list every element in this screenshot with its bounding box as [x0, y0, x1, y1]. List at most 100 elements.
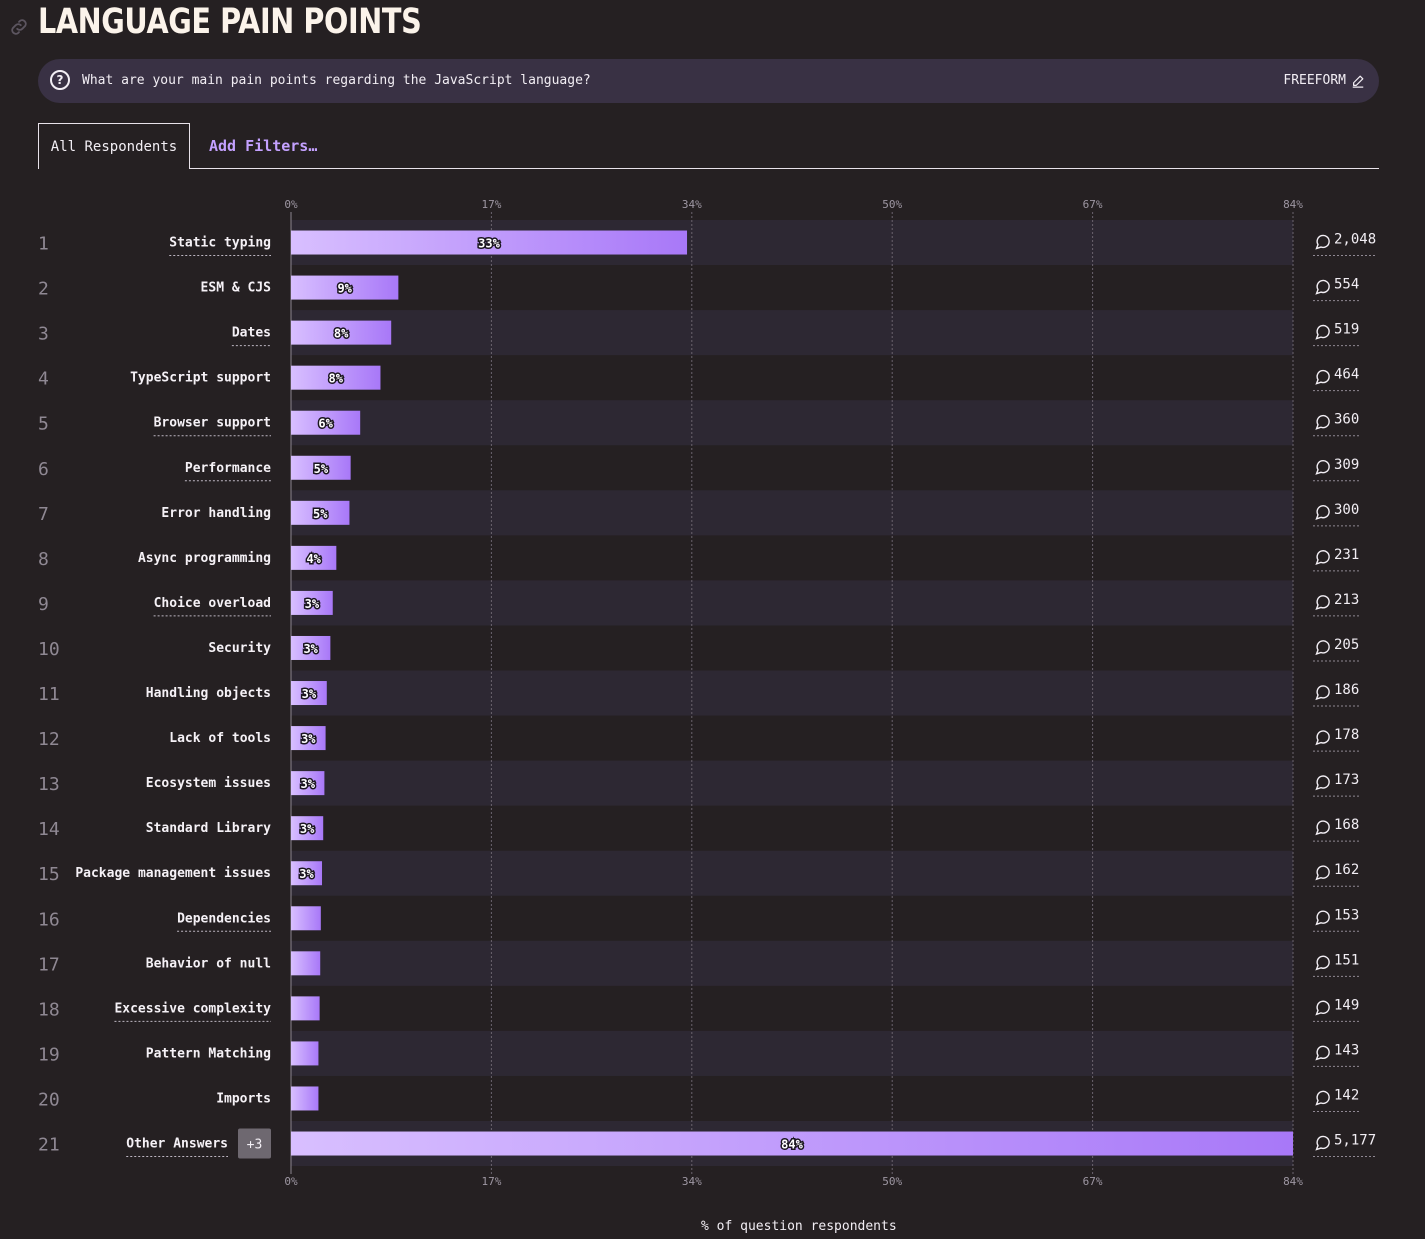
tab-all-respondents[interactable]: All Respondents: [38, 123, 190, 169]
comment-icon[interactable]: [1315, 550, 1330, 566]
response-count[interactable]: 519: [1334, 322, 1359, 338]
row-stripe: [291, 940, 1293, 986]
row-rank: 1: [38, 234, 49, 255]
comment-icon[interactable]: [1315, 414, 1330, 430]
comment-icon[interactable]: [1315, 640, 1330, 656]
row-stripe: [291, 760, 1293, 806]
bar[interactable]: [291, 455, 351, 480]
bar[interactable]: [291, 771, 325, 796]
response-count[interactable]: 153: [1334, 907, 1359, 923]
comment-icon[interactable]: [1315, 955, 1330, 971]
freeform-badge[interactable]: FREEFORM: [1283, 73, 1365, 88]
row-label[interactable]: Browser support: [154, 416, 271, 431]
more-answers-badge[interactable]: [238, 1128, 271, 1159]
row-label[interactable]: Dependencies: [177, 911, 271, 926]
comment-icon[interactable]: [1315, 775, 1330, 791]
response-count[interactable]: 186: [1334, 682, 1359, 698]
bar[interactable]: [291, 1086, 319, 1111]
comment-icon[interactable]: [1315, 685, 1330, 701]
row-label: Package management issues: [75, 866, 271, 881]
response-count[interactable]: 554: [1334, 277, 1359, 293]
bar-value-label: 3%: [299, 867, 314, 881]
response-count[interactable]: 168: [1334, 817, 1359, 833]
row-rank: 18: [38, 999, 60, 1020]
response-count[interactable]: 213: [1334, 592, 1359, 608]
comment-icon[interactable]: [1315, 1000, 1330, 1016]
row-stripe: [291, 670, 1293, 716]
comment-icon[interactable]: [1315, 595, 1330, 611]
bar[interactable]: [291, 635, 331, 660]
comment-icon[interactable]: [1315, 910, 1330, 926]
row-label: Imports: [216, 1091, 271, 1106]
response-count[interactable]: 178: [1334, 727, 1359, 743]
row-label[interactable]: Excessive complexity: [114, 1001, 271, 1016]
bar[interactable]: [291, 951, 321, 976]
row-rank: 2: [38, 279, 49, 300]
response-count[interactable]: 151: [1334, 952, 1359, 968]
response-count[interactable]: 149: [1334, 997, 1359, 1013]
bar[interactable]: [291, 230, 688, 255]
response-count[interactable]: 162: [1334, 862, 1359, 878]
freeform-label: FREEFORM: [1283, 73, 1346, 88]
x-tick-label-bottom: 50%: [882, 1175, 902, 1188]
bar[interactable]: [291, 816, 324, 841]
comment-icon[interactable]: [1315, 324, 1330, 340]
bar[interactable]: [291, 1041, 319, 1066]
row-rank: 17: [38, 954, 60, 975]
bar-value-label: 33%: [478, 237, 500, 251]
row-label[interactable]: Choice overload: [154, 596, 271, 611]
comment-icon[interactable]: [1315, 1090, 1330, 1106]
response-count[interactable]: 300: [1334, 502, 1359, 518]
response-count[interactable]: 142: [1334, 1087, 1359, 1103]
comment-icon[interactable]: [1315, 369, 1330, 385]
bar[interactable]: [291, 320, 392, 345]
bar[interactable]: [291, 861, 323, 886]
comment-icon[interactable]: [1315, 1045, 1330, 1061]
response-count[interactable]: 205: [1334, 637, 1359, 653]
row-rank: 3: [38, 324, 49, 345]
bar[interactable]: [291, 1131, 1293, 1156]
response-count[interactable]: 2,048: [1334, 232, 1376, 248]
link-icon[interactable]: [8, 16, 30, 38]
comment-icon[interactable]: [1315, 730, 1330, 746]
row-label[interactable]: Other Answers: [126, 1137, 228, 1152]
x-tick-label-top: 0%: [284, 198, 298, 211]
comment-icon[interactable]: [1315, 820, 1330, 836]
bar[interactable]: [291, 545, 337, 570]
bar[interactable]: [291, 275, 399, 300]
bar-value-label: 5%: [313, 507, 328, 521]
row-stripe: [291, 580, 1293, 626]
response-count[interactable]: 464: [1334, 367, 1359, 383]
row-rank: 5: [38, 414, 49, 435]
response-count[interactable]: 143: [1334, 1042, 1359, 1058]
bar[interactable]: [291, 410, 361, 435]
response-count[interactable]: 309: [1334, 457, 1359, 473]
row-label[interactable]: Performance: [185, 461, 271, 476]
bar[interactable]: [291, 906, 321, 931]
response-count[interactable]: 231: [1334, 547, 1359, 563]
comment-icon[interactable]: [1315, 234, 1330, 250]
bar[interactable]: [291, 590, 333, 615]
bar[interactable]: [291, 365, 381, 390]
tabs-divider: [38, 168, 1379, 169]
comment-icon[interactable]: [1315, 865, 1330, 881]
bar-value-label: 3%: [305, 597, 320, 611]
bar[interactable]: [291, 996, 320, 1021]
page-title: LANGUAGE PAIN POINTS: [38, 2, 422, 42]
row-label[interactable]: Static typing: [169, 236, 271, 251]
comment-icon[interactable]: [1315, 505, 1330, 520]
response-count[interactable]: 5,177: [1334, 1133, 1376, 1149]
row-label[interactable]: Dates: [232, 326, 271, 341]
comment-icon[interactable]: [1315, 279, 1330, 295]
bar-value-label: 3%: [302, 687, 317, 701]
response-count[interactable]: 360: [1334, 412, 1359, 428]
add-filters-button[interactable]: Add Filters…: [209, 137, 318, 155]
response-count[interactable]: 173: [1334, 772, 1359, 788]
more-answers-count: +3: [247, 1138, 263, 1153]
bar[interactable]: [291, 726, 326, 751]
comment-icon[interactable]: [1315, 1135, 1330, 1151]
bar[interactable]: [291, 500, 350, 525]
bar[interactable]: [291, 681, 327, 706]
x-axis-title: % of question respondents: [701, 1219, 897, 1234]
comment-icon[interactable]: [1315, 460, 1330, 475]
